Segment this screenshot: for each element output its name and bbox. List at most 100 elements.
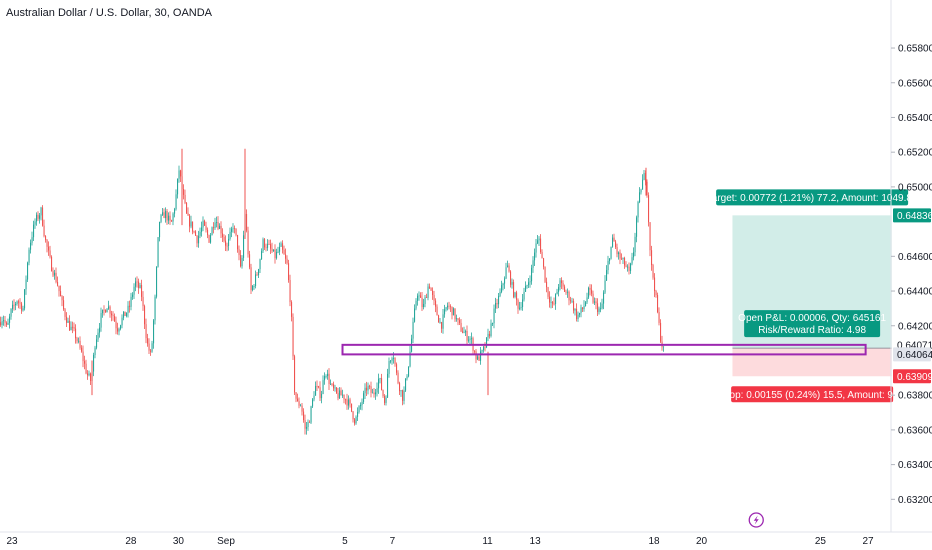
candle-body bbox=[133, 286, 135, 295]
candle-body bbox=[564, 286, 566, 292]
candle-body bbox=[114, 316, 116, 322]
candle-body bbox=[270, 244, 272, 249]
bolt-icon-glyph bbox=[753, 515, 759, 525]
candle-body bbox=[325, 375, 327, 377]
candle-body bbox=[370, 386, 372, 393]
candle-body bbox=[639, 192, 641, 203]
candle-body bbox=[115, 321, 117, 329]
candle-body bbox=[519, 307, 521, 309]
candle-body bbox=[84, 361, 86, 364]
candle-body bbox=[90, 373, 92, 381]
candle-body bbox=[147, 338, 149, 344]
candle-body bbox=[75, 328, 77, 339]
x-tick-label: Sep bbox=[217, 536, 235, 547]
support-rectangle[interactable] bbox=[341, 343, 867, 356]
y-tick-label: 0.65800 bbox=[898, 44, 932, 55]
candle-body bbox=[201, 227, 203, 232]
y-tick-label: 0.63600 bbox=[898, 425, 932, 436]
candle-body bbox=[309, 421, 311, 423]
candle-body bbox=[589, 287, 591, 290]
candle-body bbox=[153, 320, 155, 344]
candle-body bbox=[642, 179, 644, 190]
candle-body bbox=[249, 254, 251, 268]
candle-body bbox=[139, 285, 141, 289]
candle-body bbox=[361, 401, 363, 405]
candle-body bbox=[646, 181, 648, 196]
candle-body bbox=[177, 178, 179, 195]
candle-body bbox=[127, 305, 129, 313]
candle-body bbox=[553, 303, 555, 305]
candle-body bbox=[391, 358, 393, 361]
candle-body bbox=[337, 392, 339, 399]
candle-body bbox=[36, 214, 38, 222]
candle-body bbox=[636, 217, 638, 237]
candle-body bbox=[163, 212, 165, 219]
candle-body bbox=[63, 300, 65, 310]
candle-body bbox=[295, 392, 297, 399]
candle-body bbox=[633, 252, 635, 258]
pnl-label: Open P&L: 0.00006, Qty: 645161 bbox=[738, 313, 886, 324]
candle-body bbox=[294, 356, 296, 393]
candle-body bbox=[223, 237, 225, 241]
x-tick-label: 20 bbox=[696, 536, 708, 547]
candle-body bbox=[120, 325, 122, 329]
candle-body bbox=[291, 302, 293, 317]
candle-body bbox=[420, 295, 422, 298]
candle-body bbox=[435, 300, 437, 307]
candle-body bbox=[591, 289, 593, 294]
candle-body bbox=[535, 243, 537, 253]
candle-body bbox=[655, 291, 657, 296]
candle-body bbox=[531, 267, 533, 282]
candle-body bbox=[399, 383, 401, 392]
candle-body bbox=[265, 247, 267, 249]
x-tick-label: 27 bbox=[862, 536, 874, 547]
candle-body bbox=[6, 322, 8, 325]
candle-body bbox=[382, 389, 384, 397]
candle-body bbox=[376, 388, 378, 393]
candle-body bbox=[79, 340, 81, 348]
candle-body bbox=[588, 287, 590, 298]
y-tick-label: 0.64400 bbox=[898, 287, 932, 298]
candle-body bbox=[168, 215, 170, 221]
candle-body bbox=[250, 267, 252, 291]
candle-body bbox=[315, 386, 317, 396]
candle-body bbox=[541, 251, 543, 259]
candle-body bbox=[649, 222, 651, 251]
candle-body bbox=[492, 323, 494, 325]
candle-body bbox=[60, 291, 62, 297]
candle-body bbox=[529, 281, 531, 283]
candle-body bbox=[601, 303, 603, 309]
candle-body bbox=[624, 257, 626, 266]
candle-body bbox=[282, 243, 284, 250]
candle-body bbox=[64, 309, 66, 317]
candle-body bbox=[205, 225, 207, 230]
candle-body bbox=[219, 225, 221, 229]
candle-body bbox=[255, 274, 257, 287]
candle-body bbox=[400, 390, 402, 392]
candle-body bbox=[321, 394, 323, 399]
candle-body bbox=[663, 346, 665, 348]
candle-body bbox=[55, 272, 57, 282]
candle-body bbox=[13, 304, 15, 306]
candle-body bbox=[556, 291, 558, 295]
candle-body bbox=[58, 285, 60, 292]
candle-body bbox=[462, 331, 464, 333]
candle-body bbox=[363, 393, 365, 402]
candle-body bbox=[301, 405, 303, 412]
candle-body bbox=[70, 326, 72, 331]
candle-body bbox=[562, 283, 564, 287]
candle-body bbox=[445, 307, 447, 310]
candle-body bbox=[568, 291, 570, 301]
candle-body bbox=[447, 305, 449, 308]
candle-body bbox=[448, 305, 450, 307]
candle-body bbox=[375, 392, 377, 395]
candle-body bbox=[493, 308, 495, 324]
candle-body bbox=[187, 213, 189, 216]
bolt-icon[interactable] bbox=[748, 512, 764, 528]
candle-body bbox=[549, 296, 551, 303]
candle-body bbox=[268, 243, 270, 245]
candle-body bbox=[628, 266, 630, 271]
candle-body bbox=[517, 299, 519, 309]
candle-body bbox=[600, 308, 602, 310]
x-tick-label: 5 bbox=[342, 536, 348, 547]
